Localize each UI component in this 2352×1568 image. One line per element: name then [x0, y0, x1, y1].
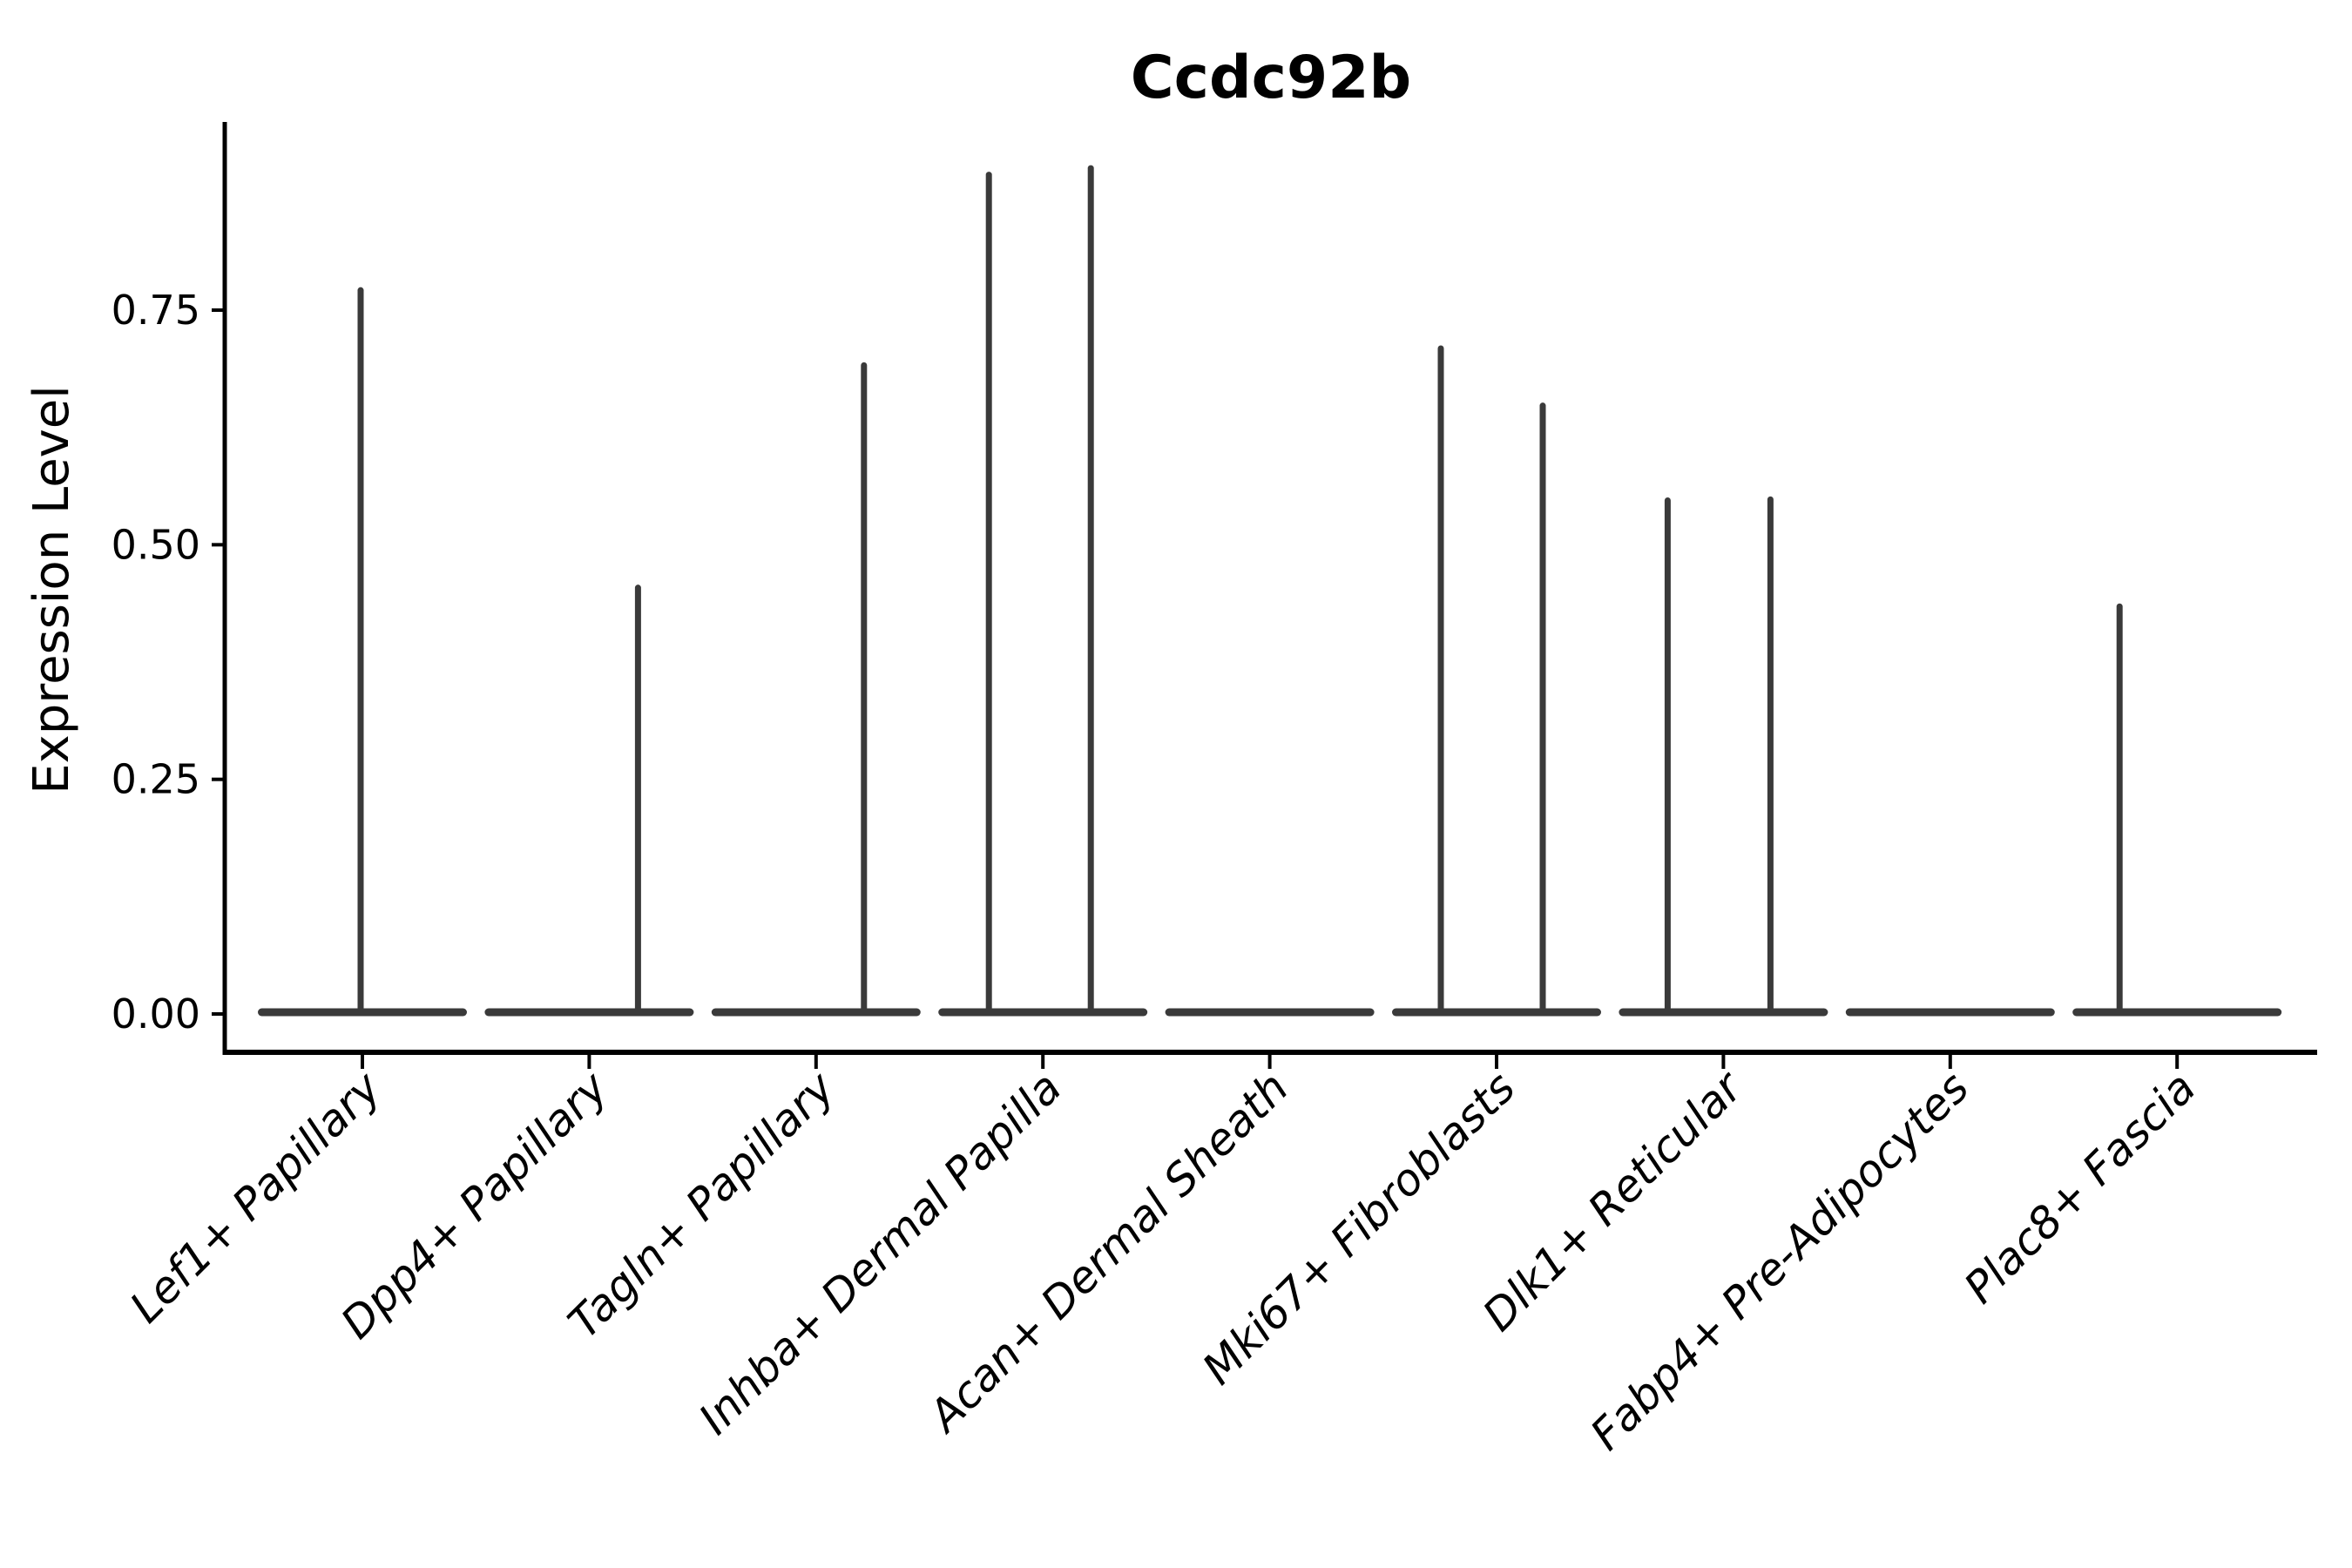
- y-tick-label: 0.75: [112, 287, 200, 334]
- violin-body: [484, 1008, 694, 1017]
- violin-body: [1392, 1008, 1601, 1017]
- y-tick-label: 0.50: [112, 521, 200, 568]
- violin-body: [1619, 1008, 1828, 1017]
- violin-body: [711, 1008, 921, 1017]
- y-tick-label: 0.25: [112, 756, 200, 803]
- violin-body: [1165, 1008, 1375, 1017]
- violin-body: [258, 1008, 467, 1017]
- violin-body: [1845, 1008, 2055, 1017]
- violin-body: [938, 1008, 1148, 1017]
- y-axis-label: Expression Level: [24, 385, 80, 794]
- chart-title: Ccdc92b: [1131, 44, 1412, 112]
- violin-body: [2072, 1008, 2282, 1017]
- y-tick-label: 0.00: [112, 990, 200, 1037]
